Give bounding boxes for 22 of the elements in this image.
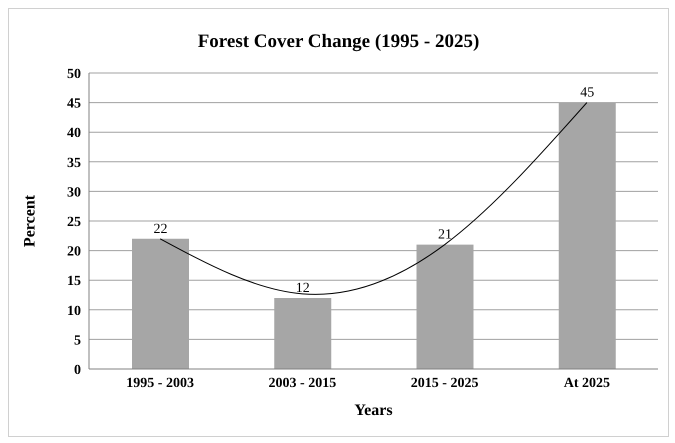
y-tick-label: 25 bbox=[67, 214, 81, 230]
y-axis-title: Percent bbox=[22, 194, 39, 248]
y-tick-label: 5 bbox=[74, 333, 81, 348]
y-tick-label: 45 bbox=[67, 96, 81, 112]
y-tick-label: 30 bbox=[67, 185, 81, 200]
y-tick-label: 50 bbox=[67, 66, 81, 82]
y-tick-label: 35 bbox=[67, 156, 81, 171]
x-tick-label: 2003 - 2015 bbox=[268, 376, 336, 391]
y-tick-label: 10 bbox=[67, 304, 81, 319]
x-axis-title: Years bbox=[354, 402, 393, 419]
x-tick-label: 2015 - 2025 bbox=[410, 376, 478, 391]
data-label: 21 bbox=[438, 228, 452, 243]
y-tick-label: 40 bbox=[67, 126, 81, 142]
x-tick-label: At 2025 bbox=[564, 376, 610, 391]
data-label: 45 bbox=[580, 86, 594, 101]
y-tick-label: 15 bbox=[67, 274, 81, 290]
data-label: 22 bbox=[154, 222, 168, 237]
y-tick-label: 0 bbox=[74, 362, 81, 378]
x-tick-label: 1995 - 2003 bbox=[126, 376, 194, 391]
y-tick-label: 20 bbox=[67, 244, 81, 260]
chart-title: Forest Cover Change (1995 - 2025) bbox=[196, 31, 480, 53]
data-label: 12 bbox=[296, 280, 310, 296]
